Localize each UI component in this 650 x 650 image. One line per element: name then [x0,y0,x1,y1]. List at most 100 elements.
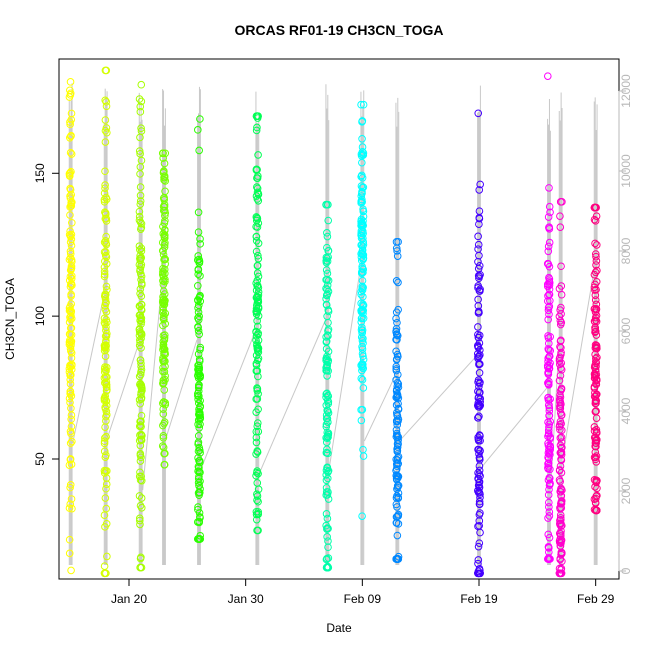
data-point [194,440,202,448]
data-point [358,284,366,293]
data-point [475,478,483,487]
data-point [545,503,553,511]
altitude-trace [107,343,140,438]
data-point [592,379,600,388]
data-point [358,148,367,156]
data-point [67,422,76,431]
data-point [137,317,146,326]
data-point [358,345,367,353]
data-point [100,314,109,323]
data-point [66,483,74,492]
data-point [546,395,554,403]
data-point [324,347,333,356]
data-point [358,326,367,335]
data-point [322,510,331,518]
data-point [358,375,367,384]
data-point [100,248,109,256]
data-point [359,221,368,230]
data-point [323,491,332,499]
data-point [102,378,111,386]
data-point [252,306,261,315]
data-point [160,298,169,307]
data-point [557,484,565,493]
data-point [323,232,332,241]
data-point [394,436,402,445]
data-point [545,420,554,429]
data-point [135,147,144,155]
data-point [393,247,401,255]
data-point [556,554,565,563]
data-point [136,267,144,275]
data-point [135,216,144,224]
data-point [253,490,261,498]
data-point [544,357,552,366]
data-point [67,354,76,362]
data-point [252,213,261,221]
data-point [65,171,74,180]
y-tick-label: 100 [33,306,47,326]
data-point [475,517,484,525]
data-point [161,211,169,220]
data-point [557,336,565,345]
data-point [136,285,145,293]
data-point [195,146,203,155]
data-point [393,503,401,511]
data-point [544,306,553,315]
data-point [253,112,262,120]
data-point [102,66,111,75]
data-point [136,252,144,260]
data-point [137,365,146,374]
data-point [160,255,168,264]
data-point [159,331,168,340]
data-point [323,269,332,278]
data-point [100,318,109,327]
data-point [475,466,484,475]
data-point [393,453,402,462]
data-point [66,272,75,281]
data-point [137,80,146,89]
data-point [67,202,76,210]
data-point [65,230,74,239]
data-point [474,414,482,422]
data-point [159,410,168,418]
data-point [161,275,169,284]
data-point [544,369,552,377]
data-point [324,449,332,458]
data-point [545,310,553,319]
data-point [101,138,110,146]
data-point [556,398,564,406]
data-point [394,380,403,388]
data-point [100,393,109,402]
data-point [358,336,367,345]
data-point [545,423,553,431]
data-point [393,459,401,467]
data-point [252,293,261,302]
data-point [357,299,365,308]
data-point [254,405,262,414]
data-point [160,460,169,469]
data-point [100,437,109,446]
data-point [254,390,262,398]
x-tick-label: Jan 20 [111,592,147,606]
data-point [160,367,169,376]
data-point [323,372,331,380]
data-point [590,270,599,279]
data-point [592,362,600,371]
data-point [545,407,554,415]
data-point [66,336,74,345]
data-point [67,307,76,316]
data-point [252,367,261,375]
data-point [137,344,145,352]
data-point [357,374,366,383]
data-point [474,302,483,310]
data-point [545,555,554,563]
data-point [101,523,109,531]
data-point [592,452,601,460]
data-point [252,328,260,337]
data-point [593,484,601,493]
data-point [159,264,167,273]
data-point [322,476,331,485]
data-point [394,383,403,392]
data-point [195,467,204,476]
data-point [159,295,168,304]
